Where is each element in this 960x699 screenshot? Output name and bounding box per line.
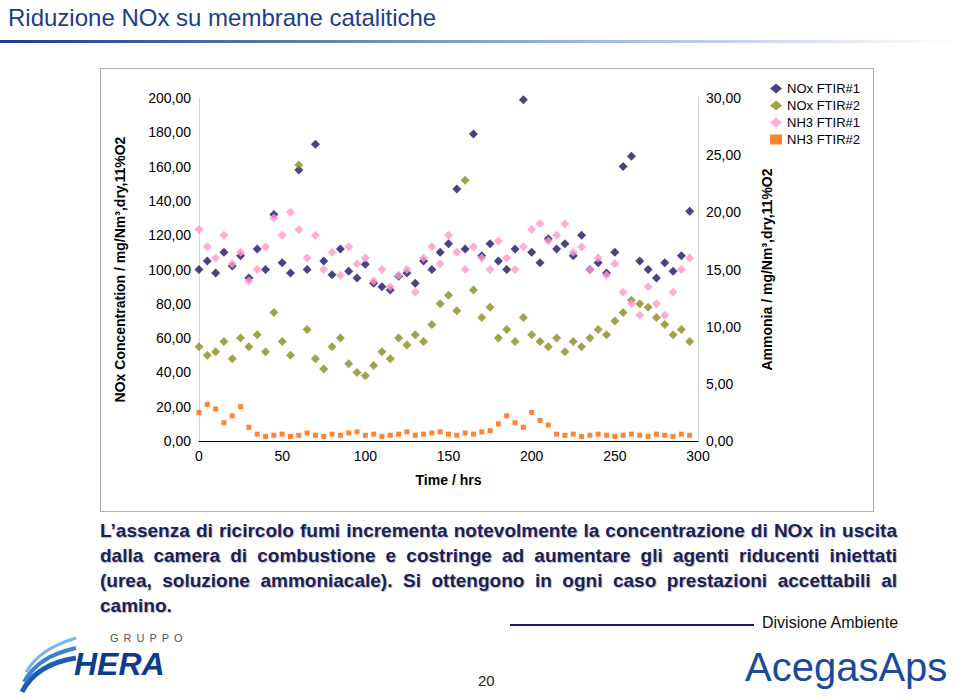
svg-text:60,00: 60,00	[156, 330, 191, 346]
svg-text:180,00: 180,00	[148, 124, 191, 140]
svg-text:30,00: 30,00	[706, 90, 741, 106]
html-text:Riduzione NOx su membrane cata: Riduzione NOx su membrane catalitiche	[8, 4, 437, 31]
html-text:Divisione Ambiente: Divisione Ambiente	[762, 614, 899, 631]
svg-text:10,00: 10,00	[706, 319, 741, 335]
html-text:20: 20	[478, 672, 495, 689]
svg-text:NOx Concentration / mg/Nm³,dry: NOx Concentration / mg/Nm³,dry,11%O2	[112, 136, 128, 402]
svg-text:100: 100	[354, 448, 378, 464]
svg-text:120,00: 120,00	[148, 227, 191, 243]
svg-text:40,00: 40,00	[156, 364, 191, 380]
svg-text:5,00: 5,00	[706, 376, 733, 392]
svg-text:200,00: 200,00	[148, 90, 191, 106]
svg-text:Time / hrs: Time / hrs	[416, 472, 482, 488]
svg-text:50: 50	[274, 448, 290, 464]
svg-text:NOx FTIR#2: NOx FTIR#2	[787, 98, 860, 113]
html-text:AcegasAps: AcegasAps	[745, 645, 948, 689]
svg-text:0: 0	[195, 448, 203, 464]
svg-text:200: 200	[520, 448, 544, 464]
svg-text:0,00: 0,00	[164, 433, 191, 449]
html-text:GRUPPO: GRUPPO	[110, 632, 188, 644]
svg-text:160,00: 160,00	[148, 159, 191, 175]
html-text:HERA: HERA	[74, 646, 165, 682]
svg-text:NH3 FTIR#2: NH3 FTIR#2	[787, 132, 860, 147]
svg-text:150: 150	[437, 448, 461, 464]
svg-text:20,00: 20,00	[706, 204, 741, 220]
svg-text:NOx FTIR#1: NOx FTIR#1	[787, 81, 860, 96]
svg-text:NH3 FTIR#1: NH3 FTIR#1	[787, 115, 860, 130]
svg-text:0,00: 0,00	[706, 433, 733, 449]
html-text:L’assenza di ricircolo fumi in: L’assenza di ricircolo fumi incrementa n…	[100, 520, 897, 616]
svg-text:20,00: 20,00	[156, 399, 191, 415]
svg-text:80,00: 80,00	[156, 296, 191, 312]
svg-text:25,00: 25,00	[706, 147, 741, 163]
svg-text:140,00: 140,00	[148, 193, 191, 209]
svg-text:15,00: 15,00	[706, 262, 741, 278]
svg-text:Ammonia / mg/Nm³,dry,11%O2: Ammonia / mg/Nm³,dry,11%O2	[759, 168, 775, 370]
svg-text:100,00: 100,00	[148, 262, 191, 278]
svg-text:250: 250	[603, 448, 627, 464]
svg-text:300: 300	[686, 448, 710, 464]
